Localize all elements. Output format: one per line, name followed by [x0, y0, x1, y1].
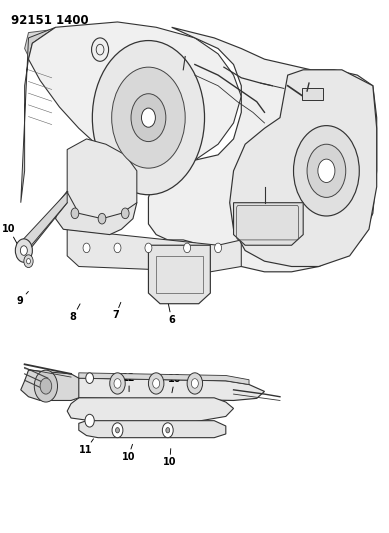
Polygon shape	[233, 203, 303, 245]
Circle shape	[26, 259, 30, 264]
Circle shape	[294, 126, 359, 216]
Text: 3: 3	[277, 71, 287, 101]
Circle shape	[83, 243, 90, 253]
Text: 7: 7	[112, 302, 121, 320]
Text: 92151 1400: 92151 1400	[11, 14, 89, 27]
Circle shape	[114, 378, 121, 388]
Polygon shape	[79, 421, 226, 438]
Circle shape	[166, 427, 170, 433]
Text: 10: 10	[163, 449, 177, 467]
Polygon shape	[21, 27, 56, 203]
Circle shape	[24, 255, 33, 268]
Circle shape	[142, 108, 155, 127]
Polygon shape	[25, 27, 137, 86]
Polygon shape	[67, 398, 233, 422]
Circle shape	[15, 239, 32, 262]
Circle shape	[145, 243, 152, 253]
Circle shape	[307, 144, 346, 197]
Text: 10: 10	[2, 224, 21, 251]
Text: 1: 1	[195, 52, 202, 82]
Text: 8: 8	[70, 304, 80, 322]
Polygon shape	[67, 378, 265, 400]
Circle shape	[112, 423, 123, 438]
Circle shape	[149, 373, 164, 394]
Circle shape	[187, 373, 203, 394]
Circle shape	[318, 159, 335, 182]
Circle shape	[116, 427, 119, 433]
Circle shape	[40, 378, 52, 394]
Circle shape	[34, 370, 58, 402]
Circle shape	[153, 378, 159, 388]
Polygon shape	[149, 245, 210, 304]
Text: 2: 2	[242, 61, 252, 90]
Text: 11: 11	[79, 439, 93, 455]
Text: 9: 9	[17, 292, 28, 306]
Circle shape	[98, 213, 106, 224]
Circle shape	[114, 243, 121, 253]
Polygon shape	[67, 229, 241, 272]
Polygon shape	[56, 192, 137, 235]
Polygon shape	[230, 70, 377, 266]
Text: 4: 4	[319, 85, 330, 115]
Text: 6: 6	[168, 302, 175, 325]
Circle shape	[191, 378, 198, 388]
Circle shape	[131, 94, 166, 142]
Polygon shape	[67, 139, 137, 219]
Circle shape	[184, 243, 191, 253]
Text: 5: 5	[339, 220, 353, 233]
Circle shape	[215, 243, 222, 253]
Circle shape	[86, 373, 93, 383]
Circle shape	[20, 246, 27, 255]
Polygon shape	[21, 370, 79, 400]
Polygon shape	[28, 22, 241, 171]
Circle shape	[71, 208, 79, 219]
Circle shape	[162, 423, 173, 438]
Polygon shape	[149, 27, 377, 272]
Circle shape	[110, 373, 125, 394]
Circle shape	[112, 67, 185, 168]
Circle shape	[92, 41, 205, 195]
Circle shape	[121, 208, 129, 219]
FancyBboxPatch shape	[302, 88, 323, 100]
Text: 10: 10	[122, 445, 135, 462]
Text: 10: 10	[168, 374, 182, 393]
Polygon shape	[79, 373, 249, 384]
Polygon shape	[23, 192, 67, 246]
Text: 12: 12	[122, 373, 136, 392]
Text: 13: 13	[310, 104, 324, 131]
Circle shape	[85, 414, 94, 427]
